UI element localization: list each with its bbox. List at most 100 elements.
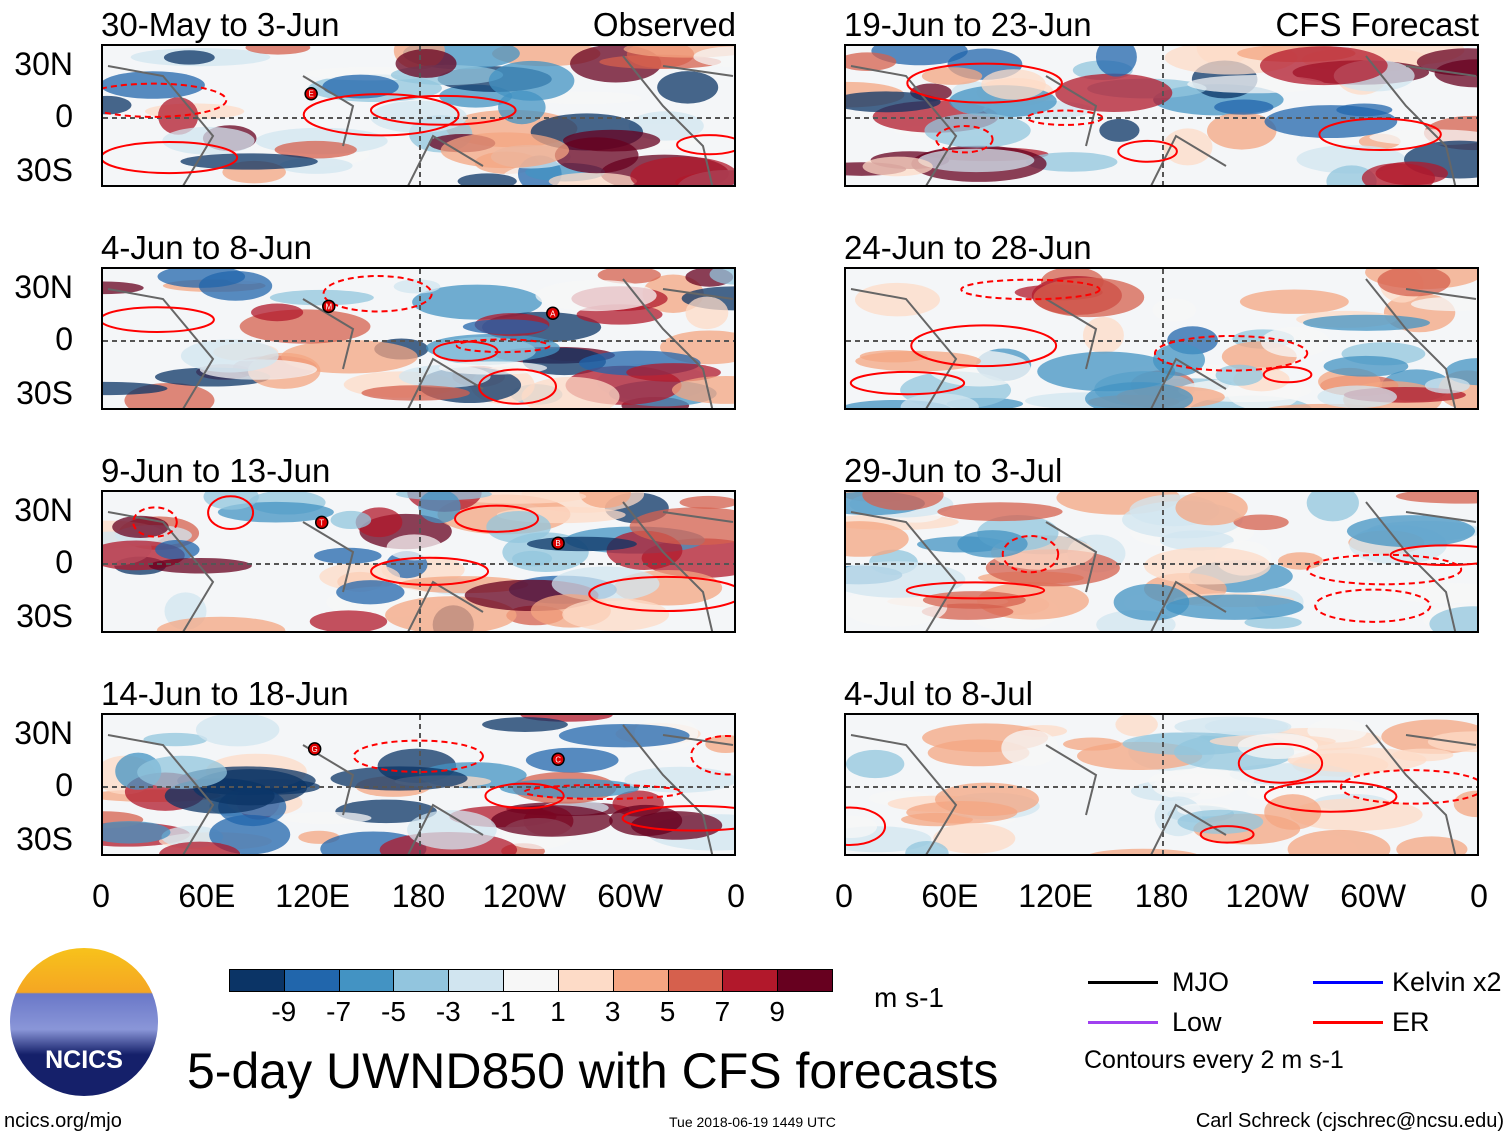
anomaly-blob [1099,118,1140,142]
storm-label: C [555,755,561,764]
anomaly-blob [269,289,374,306]
er-contour [1318,117,1442,152]
anomaly-blob [1259,46,1388,86]
anomaly-blob [1377,269,1451,297]
er-contour [1306,553,1463,586]
er-contour [1237,742,1324,784]
er-contour [1262,366,1313,384]
lat-label: 30N [14,46,73,82]
anomaly-blob [159,841,241,854]
anomaly-blob [432,337,536,366]
colorbar-swatch [448,969,505,992]
coastlines [107,55,734,185]
anomaly-blob [103,95,132,115]
anomaly-blob [163,50,215,65]
coastlines [850,724,1477,854]
lat-label: 30S [16,598,73,634]
er-contour [1314,588,1432,623]
colorbar-tick: 1 [550,996,566,1027]
anomaly-blob [1323,355,1409,377]
anomaly-blob [137,755,227,789]
er-contour [905,581,1046,600]
lon-label: 60W [597,878,664,914]
er-contour [690,735,734,776]
panel-title: 24-Jun to 28-Jun [844,229,1092,266]
er-contour [478,368,558,405]
anomaly-blob [937,502,1063,522]
anomaly-blob [693,46,734,68]
anomaly-blob [1095,46,1137,77]
anomaly-blob [282,811,372,825]
map-panel [844,44,1479,187]
anomaly-blob [1317,385,1397,408]
er-contour [588,575,734,612]
storm-label: M [325,302,332,311]
anomaly-blob [1361,163,1436,185]
er-contour [1263,780,1398,813]
anomaly-blob [1115,715,1158,737]
er-contour [1153,334,1309,372]
anomaly-blob [1113,583,1190,621]
storm-label: E [308,90,313,99]
map-svg: MA [103,269,734,408]
colorbar-swatch [393,969,450,992]
map-panel [844,490,1479,633]
storm-label: G [312,745,318,754]
anomaly-blob [921,67,983,85]
legend-kelvin-line [1313,981,1383,984]
anomaly-blob [103,281,144,295]
er-contour [454,504,540,533]
anomaly-blob [457,173,517,185]
legend-er-line [1313,1021,1383,1024]
er-contour [849,370,966,396]
anomaly-blob [1160,530,1234,551]
anomaly-blob [854,282,940,317]
er-contour [103,82,228,118]
panel-title: 14-Jun to 18-Jun [101,675,349,712]
anomaly-blob [462,319,549,335]
anomaly-blob [143,732,208,747]
anomaly-blob [918,148,1035,173]
footer-url[interactable]: ncics.org/mjo [4,1110,122,1132]
anomaly-blob [1204,717,1289,736]
lat-label: 0 [55,544,73,580]
anomaly-blob [195,715,280,747]
anomaly-blob [1383,583,1477,604]
anomaly-blob [1260,326,1330,358]
storm-label: A [550,309,556,318]
anomaly-blob [1001,729,1059,767]
anomaly-blob [412,284,542,320]
anomaly-blob [103,821,171,844]
lat-label: 30N [14,492,73,528]
anomaly-blob [846,521,909,557]
storm-marker: A [546,306,560,321]
anomaly-blob [322,74,399,99]
anomaly-blob [386,534,443,561]
er-contour [432,340,499,362]
colorbar-swatch [503,969,559,992]
anomaly-blob [525,747,619,773]
anomaly-blob [862,156,933,177]
anomaly-blob [180,153,318,170]
column-header: CFS Forecast [1275,6,1479,43]
coastlines [850,501,1477,631]
anomaly-blob [180,339,279,373]
anomaly-blob [1411,297,1477,312]
anomaly-blob [1396,836,1468,854]
anomaly-blob [624,766,734,793]
lat-label: 0 [55,321,73,357]
colorbar-swatch [229,969,285,992]
anomaly-blob [957,530,1028,558]
legend-low-label: Low [1172,1007,1222,1037]
er-contour [207,495,255,531]
anomaly-blob [548,172,637,185]
map-svg [846,492,1477,631]
anomaly-blob [1025,152,1118,172]
anomaly-blob [1287,829,1391,854]
anomaly-blob [157,269,246,288]
anomaly-blob [1089,848,1197,854]
anomaly-blob [1237,733,1319,759]
er-contour [846,806,887,846]
